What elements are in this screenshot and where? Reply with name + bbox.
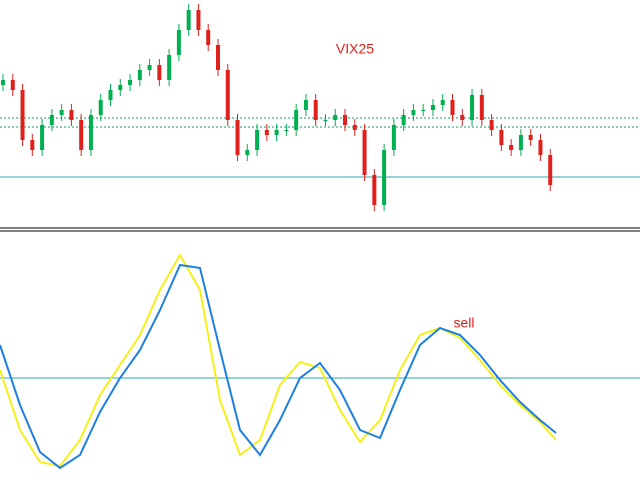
candle-body <box>303 100 308 110</box>
candle-body <box>460 115 465 120</box>
candle-body <box>470 95 475 120</box>
candle-body <box>49 115 54 125</box>
candle-body <box>264 130 269 135</box>
candle-body <box>372 175 377 205</box>
candle-body <box>352 125 357 130</box>
candle-body <box>489 120 494 130</box>
candle-body <box>499 130 504 145</box>
candle-body <box>479 95 484 120</box>
candle-body <box>391 125 396 150</box>
candle-body <box>196 10 201 30</box>
candle-body <box>235 120 240 155</box>
candle-body <box>294 110 299 130</box>
candle-body <box>284 130 289 131</box>
candle-body <box>40 125 45 150</box>
candle-body <box>382 150 387 205</box>
candle-body <box>128 80 133 85</box>
candle-body <box>98 100 103 115</box>
candle-body <box>69 110 74 120</box>
candle-body <box>79 120 84 150</box>
candle-body <box>343 115 348 125</box>
candle-body <box>225 70 230 120</box>
oscillator-line <box>0 263 557 470</box>
candle-body <box>362 130 367 175</box>
candle-body <box>538 140 543 155</box>
candle-body <box>186 10 191 30</box>
chart-title: VIX25 <box>336 41 374 57</box>
candle-body <box>137 70 142 80</box>
candle-body <box>1 80 5 85</box>
candle-body <box>215 45 220 70</box>
candle-body <box>518 135 523 150</box>
candle-body <box>411 110 416 115</box>
candle-body <box>421 110 426 111</box>
candle-body <box>440 100 445 105</box>
candle-body <box>313 100 318 120</box>
candle-body <box>20 90 25 140</box>
candle-body <box>528 135 533 140</box>
candle-body <box>206 30 211 45</box>
candle-body <box>323 120 328 121</box>
oscillator-line <box>0 252 557 468</box>
candle-body <box>30 140 35 150</box>
candle-body <box>548 155 553 185</box>
candle-body <box>401 115 406 125</box>
candle-body <box>147 65 152 70</box>
candle-body <box>509 145 514 150</box>
candle-body <box>118 85 123 90</box>
candle-body <box>430 105 435 110</box>
candle-body <box>450 100 455 115</box>
candle-body <box>274 130 279 135</box>
candle-body <box>176 30 181 55</box>
candle-body <box>167 55 172 80</box>
candle-body <box>88 115 93 150</box>
candle-body <box>108 90 113 100</box>
candle-body <box>157 65 162 80</box>
candle-body <box>10 80 15 90</box>
candle-body <box>333 115 338 120</box>
annotation: sell <box>453 315 474 331</box>
candle-body <box>245 150 250 155</box>
candle-body <box>59 110 64 115</box>
candle-body <box>255 130 260 150</box>
